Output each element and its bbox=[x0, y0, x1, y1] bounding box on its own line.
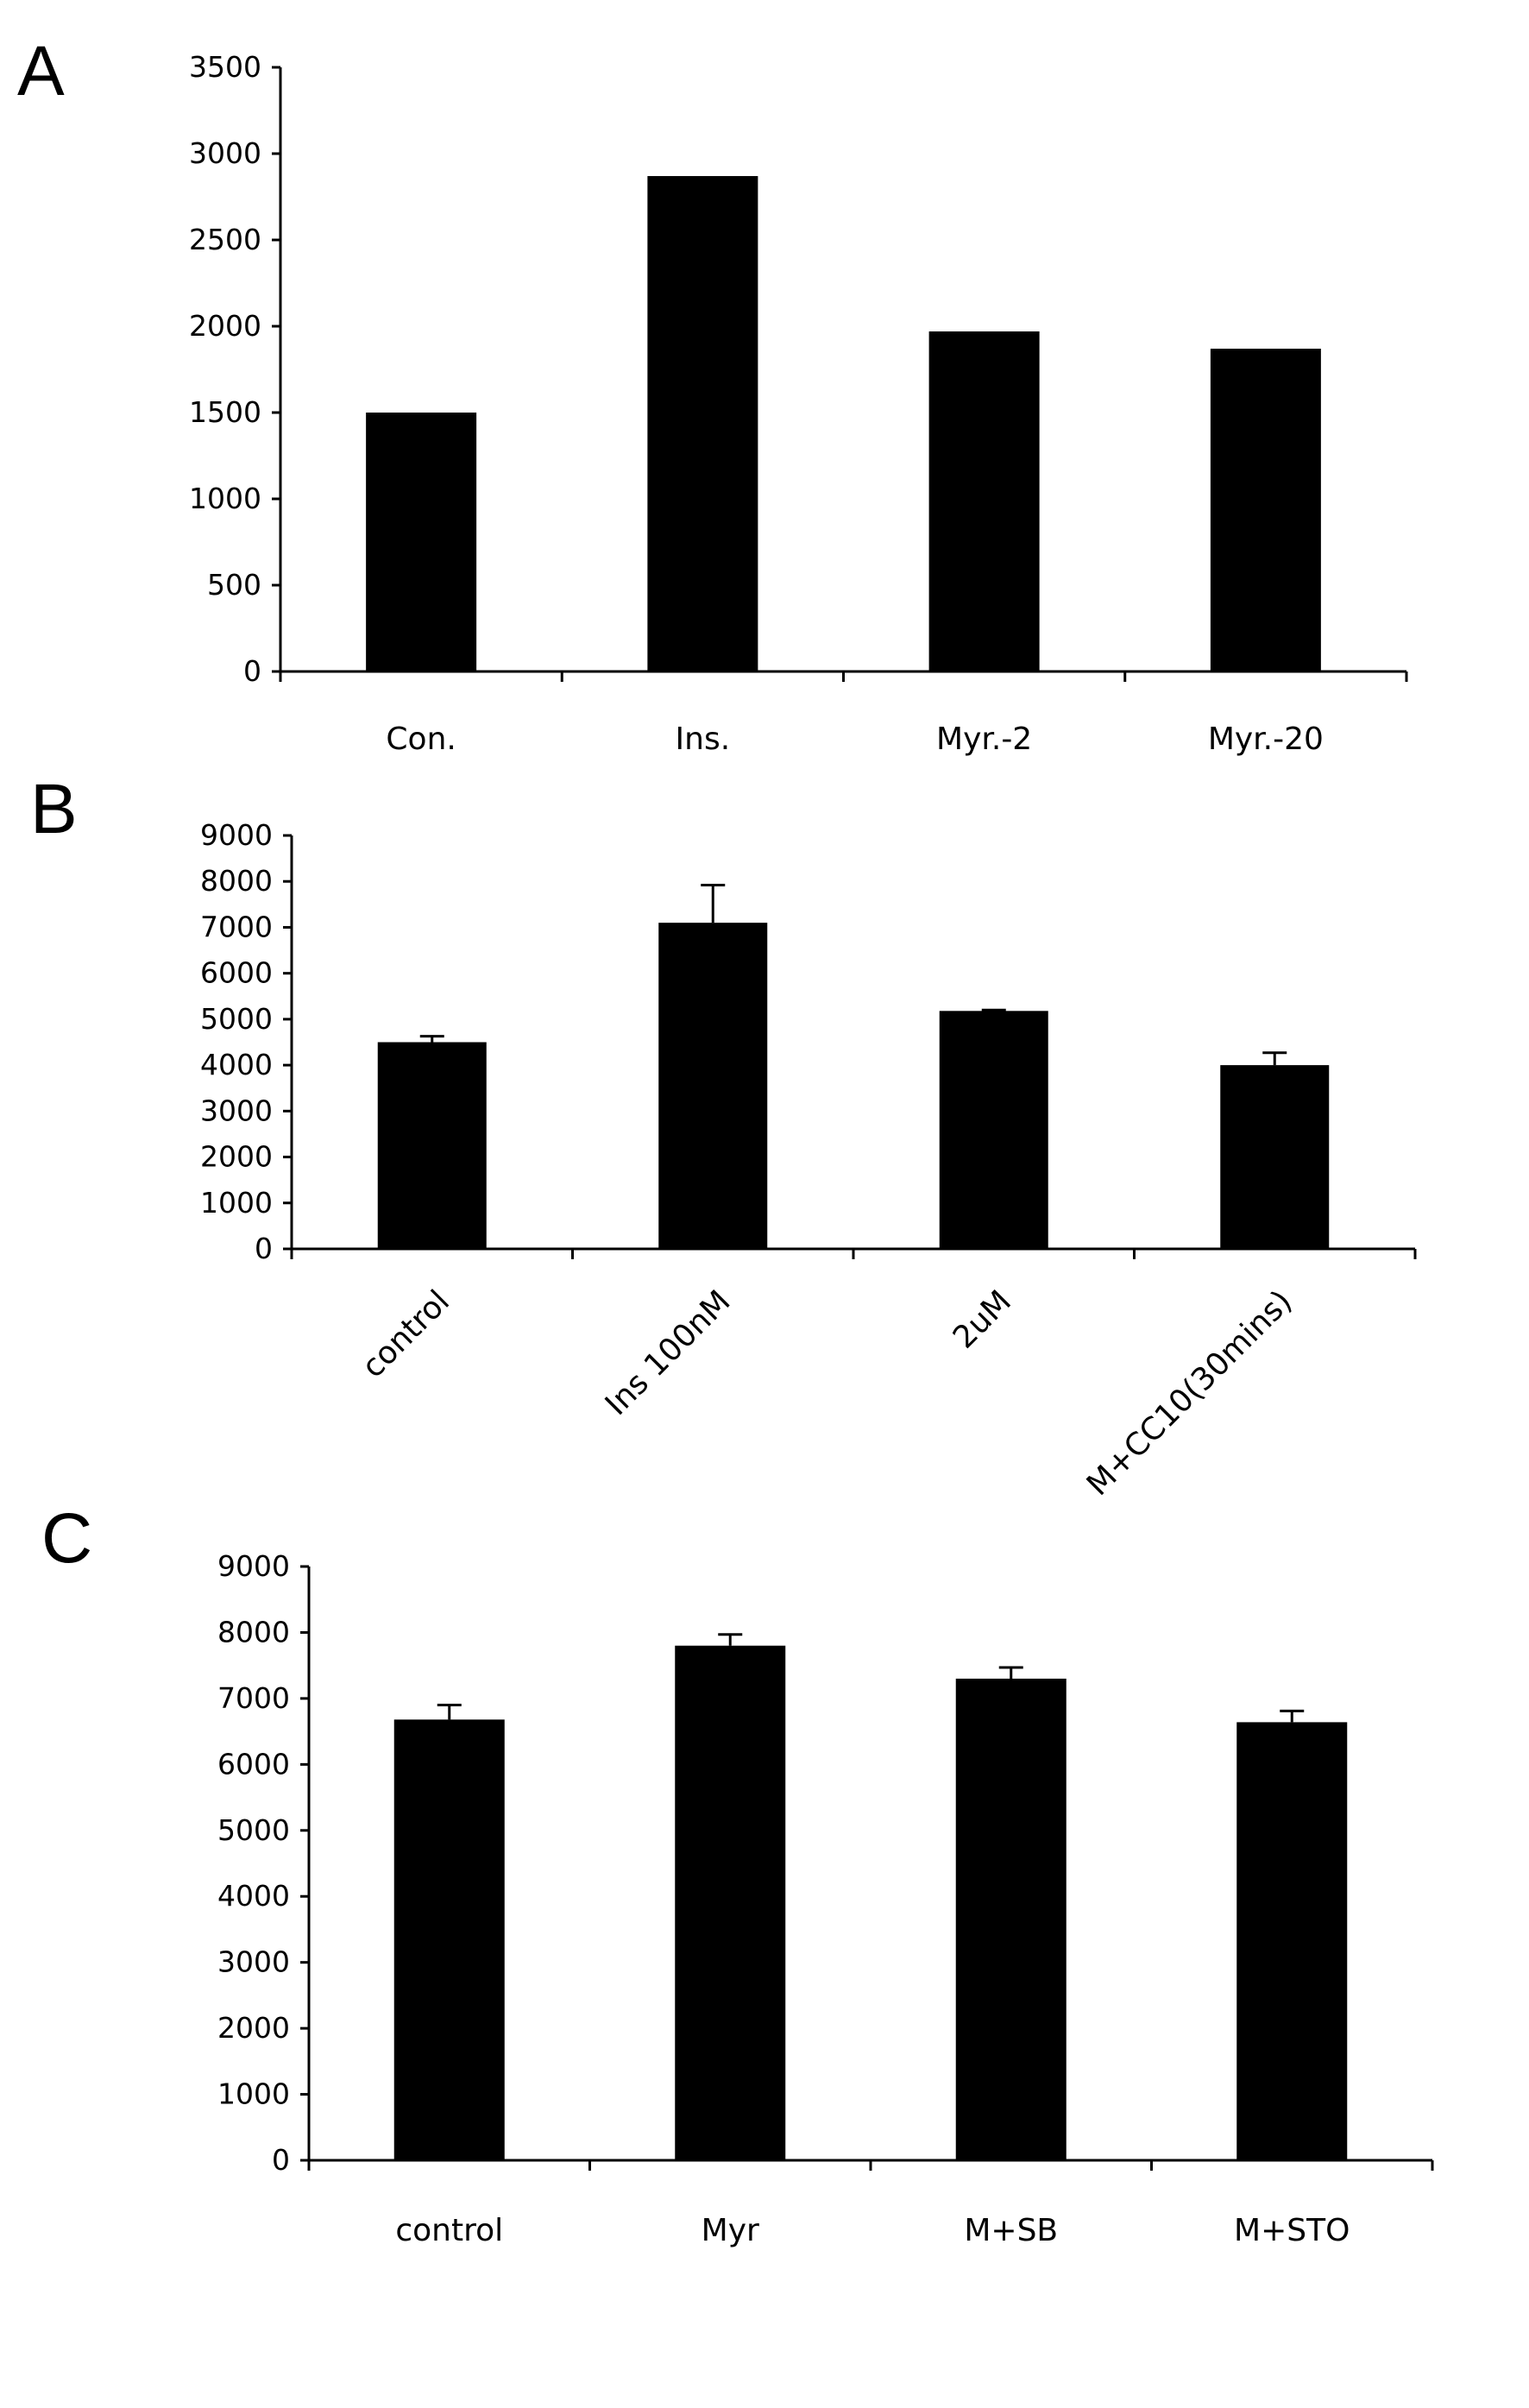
category-label-b-2: 2uM bbox=[947, 1283, 1018, 1355]
error-bar-b-0 bbox=[420, 1037, 444, 1043]
y-tick-label-c-4: 4000 bbox=[217, 1879, 290, 1913]
category-label-a-2: Myr.-2 bbox=[936, 722, 1032, 757]
bar-c-1 bbox=[675, 1646, 785, 2160]
y-tick-label-a-5: 2500 bbox=[189, 223, 261, 256]
y-tick-label-b-2: 2000 bbox=[200, 1140, 273, 1174]
panel-c: C 0 1000 2000 3000 4000 5000 6000 7000 8000 9000 c… bbox=[41, 1499, 1432, 2248]
category-label-c-1: Myr bbox=[702, 2213, 759, 2248]
y-tick-label-a-0: 0 bbox=[243, 654, 261, 688]
y-tick-label-b-6: 6000 bbox=[200, 956, 273, 990]
error-bar-b-1 bbox=[701, 885, 725, 923]
figure: A 0 500 1000 1500 2000 2500 3000 3500 Con. Ins. My… bbox=[0, 0, 1529, 2408]
category-label-a-1: Ins. bbox=[676, 722, 731, 757]
category-label-a-3: Myr.-20 bbox=[1208, 722, 1324, 757]
panel-letter-b: B bbox=[30, 770, 78, 848]
panel-letter-c: C bbox=[41, 1499, 92, 1578]
y-tick-label-c-5: 5000 bbox=[217, 1813, 290, 1847]
category-label-b-0: control bbox=[356, 1283, 456, 1384]
y-tick-label-c-7: 7000 bbox=[217, 1681, 290, 1715]
y-tick-label-a-6: 3000 bbox=[189, 136, 261, 170]
y-tick-label-c-9: 9000 bbox=[217, 1549, 290, 1583]
panel-letter-a: A bbox=[17, 32, 65, 110]
category-label-b-1: Ins 100nM bbox=[599, 1283, 738, 1422]
y-tick-label-b-0: 0 bbox=[255, 1232, 273, 1265]
bar-b-2 bbox=[940, 1011, 1048, 1249]
y-tick-label-c-2: 2000 bbox=[217, 2011, 290, 2045]
bar-a-1 bbox=[647, 176, 758, 671]
error-bar-c-3 bbox=[1280, 1711, 1304, 1722]
y-tick-label-b-9: 9000 bbox=[200, 818, 273, 852]
panel-a: A 0 500 1000 1500 2000 2500 3000 3500 Con. Ins. My… bbox=[17, 32, 1406, 757]
bar-c-0 bbox=[394, 1719, 505, 2160]
y-tick-label-c-1: 1000 bbox=[217, 2077, 290, 2111]
bar-a-0 bbox=[366, 413, 476, 671]
y-tick-label-c-3: 3000 bbox=[217, 1945, 290, 1979]
bar-b-0 bbox=[378, 1043, 487, 1250]
bar-b-3 bbox=[1220, 1065, 1329, 1249]
y-tick-label-a-2: 1000 bbox=[189, 482, 261, 515]
bar-a-3 bbox=[1211, 349, 1321, 671]
y-tick-label-c-6: 6000 bbox=[217, 1747, 290, 1781]
bar-b-1 bbox=[658, 923, 767, 1249]
panel-b: B 0 1000 2000 3000 4000 5000 6000 7000 8000 9000 c… bbox=[30, 770, 1415, 1503]
y-tick-label-b-3: 3000 bbox=[200, 1094, 273, 1127]
y-tick-label-a-1: 500 bbox=[207, 568, 261, 602]
y-tick-label-a-7: 3500 bbox=[189, 50, 261, 84]
category-label-a-0: Con. bbox=[386, 722, 456, 757]
y-tick-label-b-1: 1000 bbox=[200, 1186, 273, 1220]
error-bar-c-1 bbox=[718, 1635, 742, 1646]
category-label-b-3: M+CC10(30mins) bbox=[1080, 1283, 1299, 1503]
bar-c-2 bbox=[956, 1679, 1067, 2160]
y-tick-label-a-4: 2000 bbox=[189, 309, 261, 343]
error-bar-b-3 bbox=[1262, 1053, 1287, 1065]
category-label-c-0: control bbox=[395, 2213, 503, 2248]
category-label-c-3: M+STO bbox=[1234, 2213, 1350, 2248]
category-label-c-2: M+SB bbox=[964, 2213, 1058, 2248]
y-tick-label-b-4: 4000 bbox=[200, 1048, 273, 1081]
y-tick-label-b-5: 5000 bbox=[200, 1002, 273, 1036]
error-bar-b-2 bbox=[982, 1010, 1006, 1011]
y-tick-label-b-7: 7000 bbox=[200, 910, 273, 943]
y-tick-label-c-8: 8000 bbox=[217, 1615, 290, 1648]
bar-a-2 bbox=[929, 331, 1040, 671]
error-bar-c-0 bbox=[437, 1705, 462, 1720]
y-tick-label-a-3: 1500 bbox=[189, 395, 261, 429]
y-tick-label-b-8: 8000 bbox=[200, 864, 273, 898]
y-tick-label-c-0: 0 bbox=[272, 2143, 290, 2177]
error-bar-c-2 bbox=[999, 1667, 1023, 1679]
bar-c-3 bbox=[1236, 1722, 1347, 2160]
